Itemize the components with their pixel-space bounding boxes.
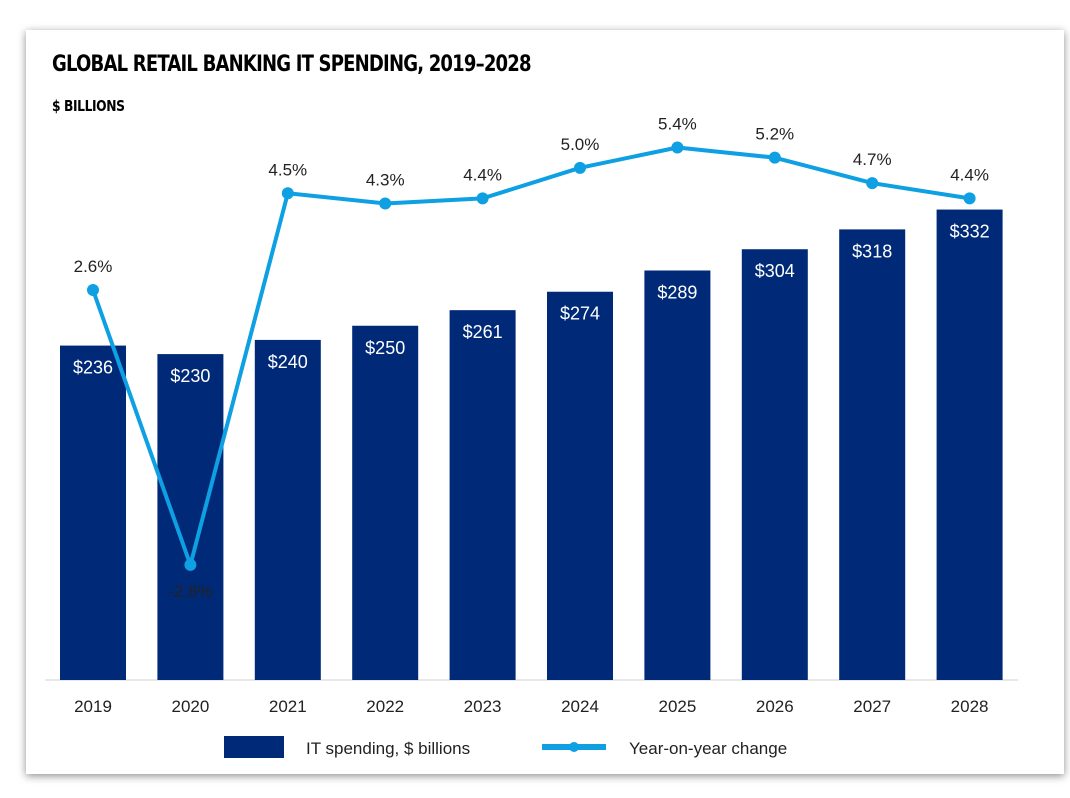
bar-label-2027: $318 (852, 241, 892, 261)
bar-label-2019: $236 (73, 358, 113, 378)
yoy-point-2026 (768, 151, 781, 164)
yoy-label-2019: 2.6% (74, 257, 113, 276)
x-tick-2021: 2021 (269, 697, 307, 716)
yoy-label-2020: -2.8% (168, 582, 212, 601)
yoy-point-2024 (574, 161, 586, 174)
bar-label-2020: $230 (170, 366, 210, 386)
x-tick-2023: 2023 (464, 697, 502, 716)
bar-2026 (741, 249, 808, 680)
yoy-label-2027: 4.7% (853, 150, 892, 169)
yoy-label-2022: 4.3% (366, 170, 405, 189)
yoy-label-2028: 4.4% (950, 165, 989, 184)
x-tick-2026: 2026 (756, 697, 794, 716)
x-tick-2019: 2019 (74, 697, 112, 716)
bar-label-2022: $250 (365, 338, 405, 358)
bar-2019 (60, 345, 126, 680)
yoy-point-2022 (379, 197, 392, 210)
legend-line-marker (569, 742, 579, 752)
yoy-point-2019 (87, 284, 99, 296)
bar-2024 (547, 291, 613, 680)
yoy-point-2020 (184, 558, 197, 571)
bar-2025 (644, 270, 711, 680)
bar-label-2024: $274 (560, 304, 600, 324)
x-tick-2022: 2022 (366, 697, 404, 716)
x-tick-2024: 2024 (561, 697, 599, 716)
yoy-line (91, 145, 970, 567)
bar-2023 (449, 310, 516, 680)
chart-subtitle: $ BILLIONS (52, 97, 125, 115)
x-tick-2025: 2025 (658, 697, 696, 716)
legend-bar-swatch (224, 736, 284, 758)
x-tick-2027: 2027 (853, 697, 891, 716)
legend: IT spending, $ billions Year-on-year cha… (224, 736, 787, 758)
yoy-point-2021 (281, 187, 294, 200)
bar-2027 (839, 229, 906, 681)
bar-label-2028: $332 (950, 222, 990, 242)
bar-2028 (936, 209, 1003, 680)
yoy-point-2025 (671, 141, 684, 154)
legend-line-label: Year-on-year change (629, 739, 787, 758)
yoy-label-2021: 4.5% (268, 160, 307, 179)
bar-label-2026: $304 (755, 261, 795, 281)
yoy-label-2023: 4.4% (463, 165, 502, 184)
x-tick-2028: 2028 (951, 697, 989, 716)
bar-2020 (157, 354, 224, 680)
bar-label-2021: $240 (268, 352, 308, 372)
bar-2022 (352, 325, 419, 680)
yoy-label-2025: 5.4% (658, 114, 697, 133)
yoy-point-2028 (963, 192, 976, 205)
yoy-point-2027 (866, 177, 879, 190)
bar-2021 (254, 339, 321, 680)
bar-label-2023: $261 (463, 322, 503, 342)
chart-title: GLOBAL RETAIL BANKING IT SPENDING, 2019–… (52, 52, 532, 77)
legend-bar-label: IT spending, $ billions (306, 739, 470, 758)
bar-label-2025: $289 (657, 282, 697, 302)
x-tick-2020: 2020 (171, 697, 209, 716)
yoy-label-2026: 5.2% (755, 125, 794, 144)
yoy-label-2024: 5.0% (561, 135, 600, 154)
yoy-point-2023 (476, 192, 489, 205)
